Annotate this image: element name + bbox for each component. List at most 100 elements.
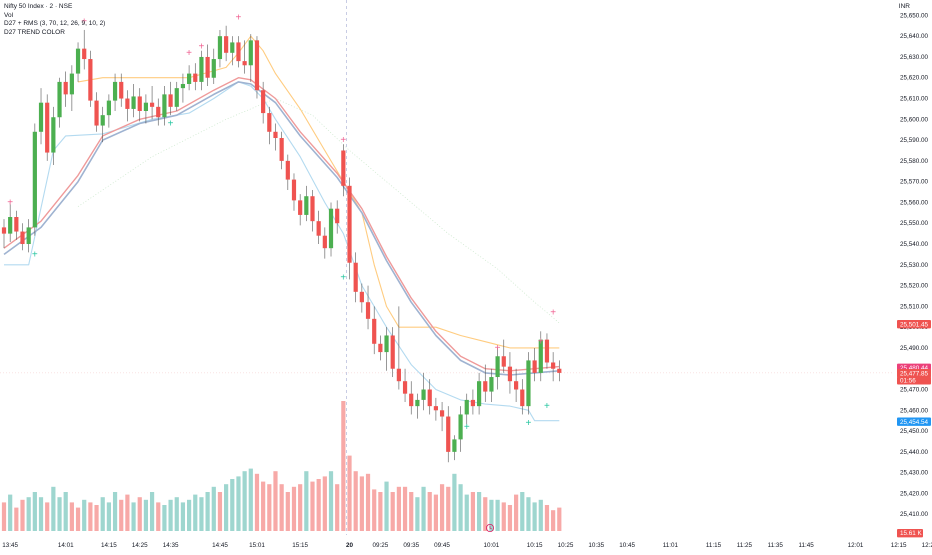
x-tick-label: 15:01 xyxy=(249,542,265,549)
candle-body xyxy=(125,98,130,109)
volume-bar xyxy=(458,484,463,531)
x-tick-label: 11:01 xyxy=(663,542,679,549)
candle xyxy=(131,83,136,118)
signal-plus-marker: + xyxy=(186,48,192,59)
candle-body xyxy=(359,291,364,303)
candle-body xyxy=(112,81,118,101)
legend-rms[interactable]: D27 + RMS (3, 70, 12, 26, 9, 10, 2) xyxy=(4,20,106,28)
candle-body xyxy=(316,221,321,236)
faint-band-line xyxy=(77,98,560,324)
candle-body xyxy=(168,94,173,107)
volume-bar xyxy=(279,484,284,531)
candle xyxy=(285,154,290,190)
volume-bar xyxy=(236,476,241,531)
candle xyxy=(82,29,87,70)
candle xyxy=(310,189,315,232)
volume-bar xyxy=(532,502,537,531)
candle-body xyxy=(310,196,315,222)
candle-body xyxy=(415,399,420,407)
x-tick-label: 11:15 xyxy=(706,542,722,549)
candle xyxy=(365,285,371,330)
volume-bar xyxy=(45,502,50,531)
candle xyxy=(378,335,383,361)
candle-body xyxy=(199,56,204,82)
candle-body xyxy=(538,339,543,373)
x-tick-label: 11:25 xyxy=(737,542,753,549)
candle xyxy=(168,81,173,116)
candle xyxy=(452,435,457,461)
candle xyxy=(26,219,31,253)
volume-bar xyxy=(421,486,426,531)
signal-plus-marker: + xyxy=(7,197,13,208)
candle-body xyxy=(501,356,506,367)
candle xyxy=(551,352,556,382)
volume-bar xyxy=(402,486,408,531)
signal-markers: + + + + + + + + + + + + + + + xyxy=(7,12,556,432)
candle xyxy=(409,381,414,415)
candle-body xyxy=(38,102,44,132)
volume-badge-bg xyxy=(897,529,923,538)
candle-body xyxy=(242,61,247,66)
candle-body xyxy=(75,48,81,74)
candle xyxy=(45,94,50,161)
volume-bar xyxy=(304,471,309,531)
candle-body xyxy=(335,208,340,224)
volume-bar xyxy=(483,497,488,531)
price-tag-label: 25,454.54 xyxy=(900,419,929,426)
clock-hands-icon xyxy=(489,525,492,530)
candle-body xyxy=(211,59,216,78)
candle-body xyxy=(384,335,389,353)
volume-bar xyxy=(8,494,13,531)
candle xyxy=(8,202,13,242)
candle-body xyxy=(32,131,37,228)
legend-vol[interactable]: Vol xyxy=(4,11,14,19)
candle xyxy=(483,364,488,402)
signal-plus-marker: + xyxy=(550,308,556,319)
y-tick-label: 25,650.00 xyxy=(900,12,929,19)
y-tick-label: 25,630.00 xyxy=(900,54,929,61)
candle-body xyxy=(483,381,488,392)
y-tick-label: 25,420.00 xyxy=(900,490,929,497)
price-tag-bg xyxy=(897,319,931,329)
volume-bar xyxy=(180,502,186,531)
signal-plus-marker: + xyxy=(538,337,544,348)
volume-bar xyxy=(106,502,111,531)
candle-body xyxy=(137,96,142,111)
candle xyxy=(38,88,44,145)
volume-bar xyxy=(353,471,358,531)
signal-plus-marker: + xyxy=(199,42,205,53)
candle xyxy=(514,368,519,402)
signal-plus-marker: + xyxy=(81,17,87,28)
candle-body xyxy=(495,356,500,378)
candle xyxy=(205,44,210,87)
volume-bar xyxy=(143,499,149,531)
candle-body xyxy=(273,131,278,139)
candle xyxy=(57,77,62,128)
volume-bar xyxy=(248,468,253,531)
candle xyxy=(476,372,482,415)
volume-bar xyxy=(390,492,395,531)
candle-body xyxy=(69,73,74,95)
candle-body xyxy=(304,196,309,215)
candle xyxy=(20,223,25,251)
candle-body xyxy=(285,160,290,180)
candle xyxy=(372,306,377,355)
candle xyxy=(236,36,241,68)
volume-bar xyxy=(242,471,247,531)
candle xyxy=(162,86,167,126)
volume-bar xyxy=(125,494,130,531)
volume-bar xyxy=(341,401,346,531)
x-tick-label: 09:25 xyxy=(372,542,388,549)
candle-body xyxy=(88,59,93,101)
candle xyxy=(470,389,476,415)
candle-body xyxy=(230,42,235,53)
y-tick-label: 25,430.00 xyxy=(900,470,929,477)
legend-title[interactable]: Nifty 50 Index · 2 · NSE xyxy=(4,3,73,10)
legend-trend[interactable]: D27 TREND COLOR xyxy=(4,28,65,36)
candle-body xyxy=(26,227,31,245)
candle xyxy=(402,368,408,402)
volume-bar xyxy=(415,497,420,531)
currency-label[interactable]: INR xyxy=(898,3,910,10)
